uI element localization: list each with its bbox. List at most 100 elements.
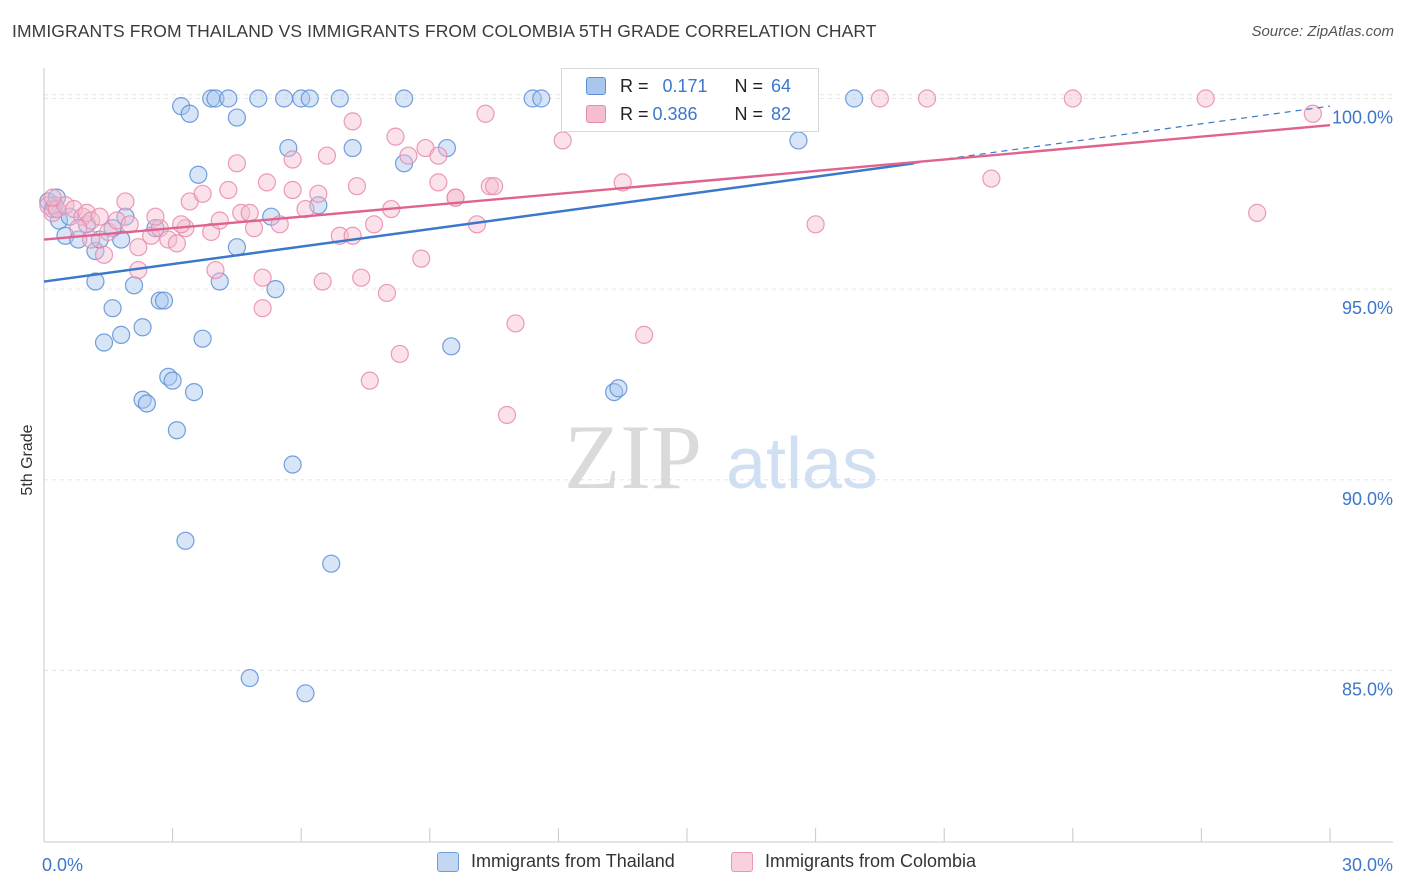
point-thailand <box>193 329 212 348</box>
series-label-thailand: Immigrants from Thailand <box>471 851 675 871</box>
point-thailand <box>124 276 144 295</box>
point-colombia <box>240 203 259 222</box>
series-legend-thailand[interactable]: Immigrants from Thailand <box>437 851 675 872</box>
point-colombia <box>219 180 238 200</box>
series-label-colombia: Immigrants from Colombia <box>765 851 977 871</box>
point-thailand <box>176 531 195 550</box>
point-thailand <box>167 421 186 440</box>
point-colombia <box>253 268 272 287</box>
point-colombia <box>364 215 384 234</box>
legend-n-label: N = <box>734 75 764 96</box>
point-colombia <box>377 283 397 303</box>
point-thailand <box>49 211 69 230</box>
series-legend: Immigrants from Thailand Immigrants from… <box>0 851 1406 879</box>
legend-row-colombia: R = 0.386 N = 82 <box>586 102 791 126</box>
point-colombia <box>429 146 448 165</box>
point-thailand <box>283 455 302 474</box>
trend-line-colombia <box>43 123 1331 241</box>
y-tick-label: 90.0% <box>1342 489 1393 509</box>
point-colombia <box>1063 89 1082 108</box>
point-thailand <box>609 379 628 398</box>
point-thailand <box>150 291 169 310</box>
point-colombia <box>116 192 135 211</box>
y-axis-label: 5th Grade <box>19 424 36 496</box>
point-thailand <box>112 325 131 344</box>
point-colombia <box>253 299 272 318</box>
point-colombia <box>399 146 418 165</box>
point-thailand <box>210 272 229 291</box>
point-colombia <box>309 184 328 203</box>
point-thailand <box>845 89 864 108</box>
point-thailand <box>240 668 259 688</box>
point-colombia <box>506 314 525 333</box>
point-colombia <box>167 234 186 253</box>
point-colombia <box>390 344 409 364</box>
point-colombia <box>412 249 431 268</box>
point-colombia <box>69 219 88 238</box>
point-thailand <box>86 241 105 261</box>
series-swatch-colombia <box>731 851 753 872</box>
point-thailand <box>266 280 285 299</box>
point-colombia <box>553 131 572 150</box>
trend-line-thailand <box>43 162 915 283</box>
point-colombia <box>347 177 367 196</box>
point-colombia <box>283 150 302 169</box>
point-thailand <box>86 272 105 291</box>
point-thailand <box>163 371 182 390</box>
point-thailand <box>274 89 294 108</box>
point-colombia <box>43 188 62 207</box>
point-colombia <box>94 245 114 264</box>
point-thailand <box>219 89 238 108</box>
legend-n-label: N = <box>734 103 764 124</box>
point-colombia <box>313 272 332 291</box>
point-thailand <box>184 382 204 402</box>
point-thailand <box>180 104 199 123</box>
legend-n-value: 64 <box>771 75 792 96</box>
point-thailand <box>300 89 319 108</box>
point-thailand <box>133 318 152 337</box>
watermark: ZIP atlas <box>564 406 878 508</box>
legend-r-label: R = <box>620 103 649 124</box>
point-colombia <box>806 215 825 234</box>
watermark-zip: ZIP <box>564 406 702 508</box>
point-colombia <box>210 211 229 230</box>
point-colombia <box>497 405 517 425</box>
legend-r-label: R = <box>620 75 649 96</box>
point-colombia <box>129 238 148 257</box>
correlation-legend: R = 0.171 N = 64 R = 0.386 N = 82 <box>561 68 819 132</box>
chart-title: IMMIGRANTS FROM THAILAND VS IMMIGRANTS F… <box>12 21 877 41</box>
point-colombia <box>227 154 246 173</box>
point-colombia <box>317 146 337 165</box>
point-colombia <box>343 226 362 245</box>
point-colombia <box>480 177 499 196</box>
point-thailand <box>279 138 298 158</box>
point-thailand <box>789 131 808 150</box>
series-swatch-thailand <box>437 851 459 872</box>
point-thailand <box>249 89 268 108</box>
point-thailand <box>442 337 461 356</box>
point-colombia <box>90 207 109 226</box>
point-thailand <box>103 299 122 318</box>
point-colombia <box>1248 203 1267 222</box>
legend-swatch-colombia <box>586 105 606 123</box>
point-thailand <box>227 108 246 127</box>
point-thailand <box>206 89 225 108</box>
watermark-atlas: atlas <box>726 424 878 504</box>
point-thailand <box>330 89 349 108</box>
point-colombia <box>1196 89 1215 108</box>
y-tick-label: 85.0% <box>1342 679 1393 699</box>
point-thailand <box>154 291 174 310</box>
legend-n-value: 82 <box>771 103 792 124</box>
point-colombia <box>159 230 178 249</box>
series-legend-colombia[interactable]: Immigrants from Colombia <box>731 851 976 872</box>
legend-swatch-thailand <box>586 77 606 95</box>
y-tick-label: 95.0% <box>1342 298 1393 318</box>
point-colombia <box>360 371 379 390</box>
point-colombia <box>870 89 890 108</box>
point-colombia <box>343 112 362 131</box>
point-colombia <box>352 268 371 287</box>
point-colombia <box>206 260 225 280</box>
point-colombia <box>193 184 212 203</box>
y-tick-label: 100.0% <box>1332 108 1393 128</box>
